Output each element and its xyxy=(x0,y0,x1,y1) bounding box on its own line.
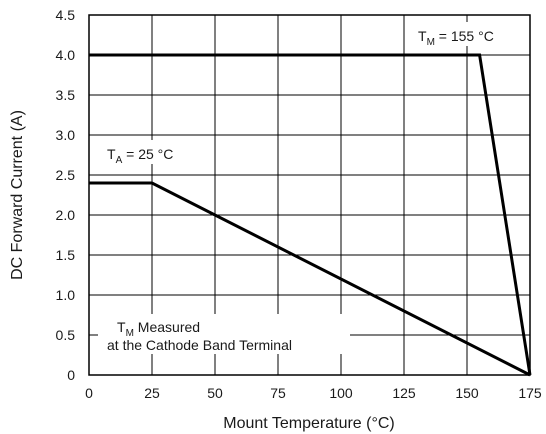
tm-label-bg xyxy=(412,22,526,46)
y-axis-title: DC Forward Current (A) xyxy=(9,110,26,280)
tm-measured-label: TM Measured xyxy=(117,319,200,339)
y-tick-label: 2.0 xyxy=(56,207,76,223)
x-tick-label: 125 xyxy=(392,385,416,401)
x-tick-label: 75 xyxy=(270,385,286,401)
y-tick-label: 3.5 xyxy=(56,87,76,103)
data-series xyxy=(89,53,532,377)
cathode-band-note: at the Cathode Band Terminal xyxy=(107,337,292,353)
x-tick-labels: 0 25 50 75 100 125 150 175 xyxy=(85,385,542,401)
y-tick-label: 2.5 xyxy=(56,167,76,183)
ta-25-label: TA = 25 °C xyxy=(107,146,173,166)
x-tick-label: 175 xyxy=(518,385,542,401)
y-tick-label: 0 xyxy=(67,367,75,383)
ta-derating-line xyxy=(89,181,531,377)
tm-155-label: TM = 155 °C xyxy=(418,28,494,48)
measured-note-bg xyxy=(98,314,350,354)
y-tick-label: 1.0 xyxy=(56,287,76,303)
x-tick-label: 0 xyxy=(85,385,93,401)
y-tick-label: 1.5 xyxy=(56,247,76,263)
tm-derating-line xyxy=(89,53,532,376)
x-axis-title: Mount Temperature (°C) xyxy=(223,415,395,432)
y-tick-label: 3.0 xyxy=(56,127,76,143)
y-tick-label: 4.0 xyxy=(56,47,76,63)
x-tick-label: 50 xyxy=(207,385,223,401)
y-tick-label: 4.5 xyxy=(56,7,76,23)
y-tick-label: 0.5 xyxy=(56,327,76,343)
x-tick-label: 150 xyxy=(455,385,479,401)
y-tick-labels: 0 0.5 1.0 1.5 2.0 2.5 3.0 3.5 4.0 4.5 xyxy=(56,7,76,383)
x-tick-label: 25 xyxy=(144,385,160,401)
x-tick-label: 100 xyxy=(329,385,353,401)
plot-frame xyxy=(88,14,531,376)
ta-label-bg xyxy=(103,140,211,164)
